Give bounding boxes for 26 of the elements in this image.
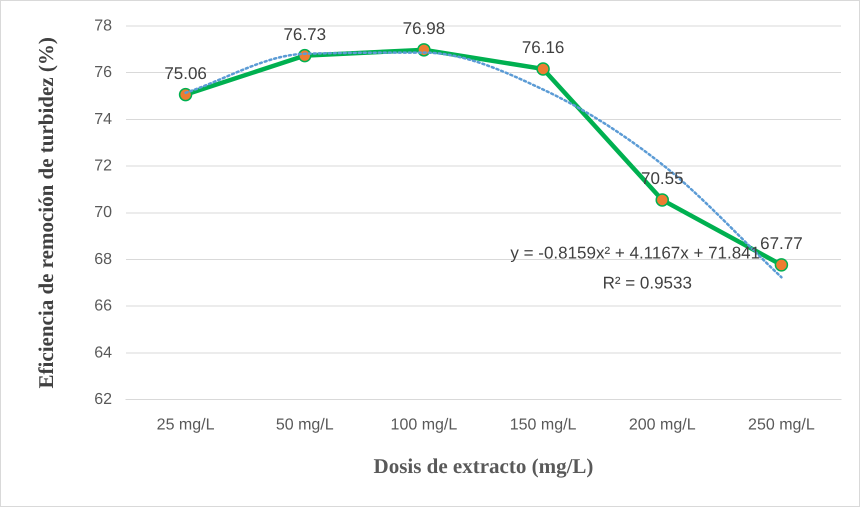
data-label: 76.98	[402, 19, 446, 38]
y-tick-label: 68	[94, 250, 112, 268]
x-tick-label: 150 mg/L	[510, 416, 577, 434]
point	[656, 193, 669, 207]
y-tick-label: 70	[94, 204, 112, 222]
y-axis-title: Eficiencia de remoción de turbidez (%)	[34, 37, 58, 388]
x-tick-label: 50 mg/L	[276, 416, 334, 434]
point	[536, 62, 550, 76]
x-tick-label: 25 mg/L	[156, 416, 215, 434]
data-label: 67.77	[760, 234, 803, 254]
data-label: 76.73	[283, 24, 326, 44]
y-tick-label: 74	[94, 110, 112, 128]
x-tick-label: 200 mg/L	[628, 416, 696, 434]
annotation: R² = 0.9533	[602, 274, 692, 293]
y-tick-label: 76	[94, 64, 112, 82]
x-axis-title: Dosis de extracto (mg/L)	[374, 454, 594, 478]
data-label: 75.06	[164, 64, 207, 83]
data-label: 76.16	[522, 38, 564, 58]
y-tick-label: 64	[94, 344, 112, 362]
x-tick-label: 100 mg/L	[390, 416, 458, 434]
x-tick-label: 250 mg/L	[748, 416, 815, 434]
y-tick-label: 78	[94, 17, 112, 34]
y-tick-label: 62	[94, 391, 112, 408]
y-tick-label: 66	[94, 298, 112, 315]
point	[774, 258, 788, 272]
y-tick-label: 72	[94, 158, 112, 175]
